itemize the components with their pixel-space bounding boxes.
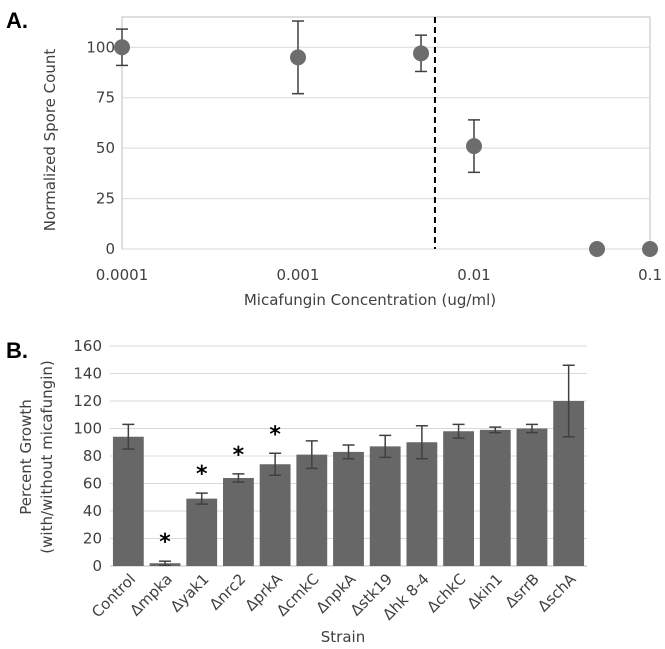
chart-b-y-tick-label: 40 bbox=[83, 502, 102, 520]
chart-a-point bbox=[114, 39, 130, 56]
chart-a-y-tick-label: 100 bbox=[86, 38, 115, 56]
chart-a-point bbox=[589, 241, 606, 257]
chart-b-significance-star: * bbox=[269, 422, 281, 447]
chart-b-y-tick-label: 80 bbox=[83, 447, 102, 465]
chart-a-point bbox=[290, 49, 306, 66]
chart-a-point bbox=[413, 45, 430, 62]
chart-b-y-tick-label: 140 bbox=[73, 365, 102, 383]
chart-b-ylabel-line1: Percent Growth bbox=[17, 399, 35, 515]
chart-a-y-tick-label: 50 bbox=[96, 139, 115, 157]
chart-b-bar bbox=[369, 446, 401, 566]
chart-a-xlabel: Micafungin Concentration (ug/ml) bbox=[244, 291, 496, 309]
chart-b-bar bbox=[259, 464, 291, 566]
chart-b: 020406080100120140160Control*Δmpka*Δyak1… bbox=[73, 337, 587, 624]
chart-a-x-tick-label: 0.001 bbox=[277, 266, 320, 284]
chart-a-x-tick-label: 0.01 bbox=[457, 266, 490, 284]
chart-a-ylabel: Normalized Spore Count bbox=[41, 49, 59, 232]
chart-a-plot-frame bbox=[121, 16, 651, 250]
chart-b-bar bbox=[296, 454, 328, 566]
chart-b-category-label: ΔchkC bbox=[423, 570, 469, 616]
chart-b-bar bbox=[186, 498, 218, 566]
chart-b-y-tick-label: 20 bbox=[83, 530, 102, 548]
chart-b-y-tick-label: 120 bbox=[73, 392, 102, 410]
chart-a-y-tick-label: 0 bbox=[105, 240, 115, 258]
chart-b-bar bbox=[406, 442, 438, 566]
chart-b-significance-star: * bbox=[159, 530, 171, 555]
chart-b-xlabel: Strain bbox=[321, 628, 365, 646]
chart-b-ylabel-line2: (with/without micafungin) bbox=[38, 360, 56, 553]
chart-b-category-label: Δnrc2 bbox=[206, 570, 249, 613]
chart-b-bar bbox=[479, 429, 511, 566]
chart-b-bar bbox=[333, 451, 364, 566]
chart-a: 0 25 50 75 100 0.0001 0.001 0.01 0.1 bbox=[86, 16, 662, 284]
chart-b-category-label: Δkin1 bbox=[464, 570, 507, 613]
chart-b-y-tick-label: 100 bbox=[73, 420, 102, 438]
chart-a-point bbox=[642, 241, 658, 257]
chart-b-y-tick-label: 0 bbox=[92, 557, 102, 575]
chart-a-x-tick-label: 0.0001 bbox=[96, 266, 149, 284]
chart-b-bar bbox=[516, 428, 548, 566]
chart-b-bar bbox=[112, 436, 144, 566]
chart-b-significance-star: * bbox=[196, 462, 208, 487]
chart-a-point bbox=[466, 138, 482, 155]
chart-b-category-label: ΔschA bbox=[534, 570, 580, 616]
chart-b-significance-star: * bbox=[233, 443, 245, 468]
chart-b-y-tick-label: 60 bbox=[83, 475, 102, 493]
chart-a-x-tick-label: 0.1 bbox=[638, 266, 662, 284]
chart-b-category-label: Δyak1 bbox=[167, 570, 213, 616]
chart-b-category-label: Control bbox=[88, 570, 139, 621]
chart-b-bar bbox=[443, 431, 474, 566]
panel-b-label: B. bbox=[6, 338, 28, 363]
chart-a-y-tick-label: 25 bbox=[96, 190, 115, 208]
panel-a-label: A. bbox=[6, 8, 28, 33]
chart-b-y-tick-label: 160 bbox=[73, 337, 102, 355]
chart-b-bar bbox=[223, 478, 254, 566]
chart-a-y-tick-label: 75 bbox=[96, 89, 115, 107]
